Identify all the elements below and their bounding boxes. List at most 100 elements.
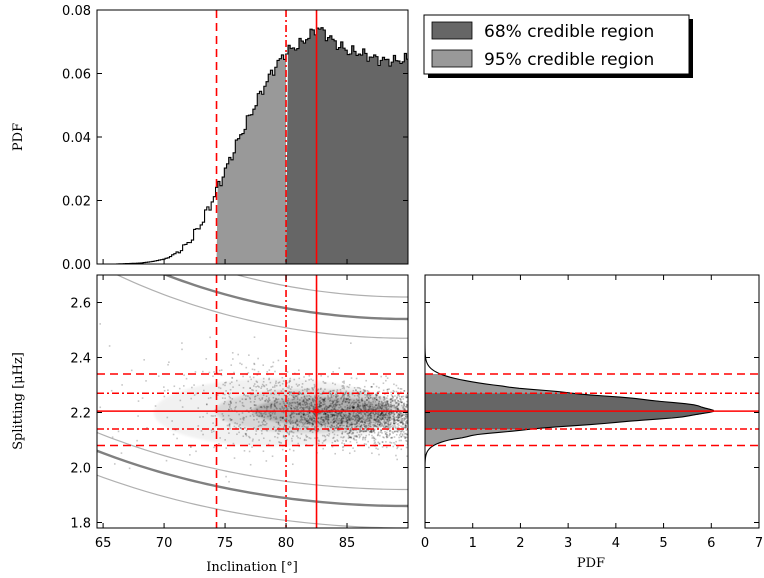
density-sample xyxy=(318,405,321,408)
density-sample xyxy=(229,382,231,385)
density-sample xyxy=(383,396,386,399)
density-sample xyxy=(398,416,400,419)
density-sample xyxy=(405,432,407,435)
density-sample xyxy=(345,418,348,420)
density-sample xyxy=(274,399,277,401)
density-sample xyxy=(382,389,385,392)
density-sample xyxy=(238,413,240,416)
density-sample xyxy=(404,405,407,408)
density-sample xyxy=(271,455,274,458)
density-sample xyxy=(262,423,264,425)
density-sample xyxy=(274,370,276,373)
density-sample xyxy=(367,427,370,429)
density-sample xyxy=(387,423,389,425)
density-sample xyxy=(393,418,395,421)
density-sample xyxy=(369,426,372,428)
density-sample xyxy=(283,407,285,409)
density-sample xyxy=(322,418,324,421)
density-sample xyxy=(328,416,330,419)
density-sample xyxy=(308,421,311,424)
density-sample xyxy=(357,417,360,420)
density-sample xyxy=(288,405,290,408)
density-sample xyxy=(398,414,401,417)
density-sample xyxy=(370,417,373,419)
density-sample xyxy=(380,400,383,403)
density-sample xyxy=(291,394,293,397)
density-sample xyxy=(272,396,275,399)
density-sample xyxy=(386,402,389,404)
constant-projection-contour xyxy=(97,449,408,508)
density-sample xyxy=(233,371,235,374)
density-sample xyxy=(154,405,157,407)
density-sample xyxy=(376,417,378,420)
density-sample xyxy=(222,415,225,417)
density-sample xyxy=(404,424,406,427)
density-sample xyxy=(373,397,376,400)
density-sample xyxy=(397,393,400,396)
density-sample xyxy=(229,400,232,403)
density-sample xyxy=(347,394,350,397)
density-sample xyxy=(392,426,394,429)
density-sample xyxy=(307,399,309,402)
density-sample xyxy=(329,411,331,414)
density-sample xyxy=(390,405,392,408)
density-sample xyxy=(399,398,402,400)
density-sample xyxy=(327,394,329,397)
density-sample xyxy=(366,425,368,428)
density-sample xyxy=(306,411,309,413)
density-sample xyxy=(396,419,398,421)
density-sample xyxy=(367,390,370,393)
density-sample xyxy=(341,442,343,444)
density-sample xyxy=(330,409,332,411)
density-sample xyxy=(369,431,372,433)
density-sample xyxy=(306,390,308,392)
density-sample xyxy=(359,429,361,432)
density-sample xyxy=(218,369,221,372)
density-sample xyxy=(276,407,278,410)
density-sample xyxy=(303,414,305,416)
density-sample xyxy=(273,386,276,388)
density-sample xyxy=(265,395,268,398)
density-sample xyxy=(378,424,381,427)
density-sample xyxy=(356,416,358,419)
density-sample xyxy=(335,393,337,395)
density-sample xyxy=(405,446,408,449)
density-sample xyxy=(402,422,404,424)
density-sample xyxy=(360,409,362,411)
density-sample xyxy=(390,393,393,396)
density-sample xyxy=(256,408,258,411)
density-sample xyxy=(334,411,337,413)
density-sample xyxy=(274,430,277,432)
density-sample xyxy=(357,409,359,411)
density-sample xyxy=(341,432,344,435)
density-sample xyxy=(364,402,366,405)
density-sample xyxy=(379,422,382,424)
density-sample xyxy=(313,419,315,422)
density-sample xyxy=(374,424,376,427)
density-sample xyxy=(335,394,338,397)
density-sample xyxy=(239,427,242,429)
density-sample xyxy=(292,396,295,399)
density-sample xyxy=(302,424,305,426)
density-sample xyxy=(310,429,312,432)
density-sample xyxy=(310,419,312,421)
density-sample xyxy=(265,422,268,425)
density-sample xyxy=(348,401,351,403)
density-sample xyxy=(378,400,380,403)
density-sample xyxy=(321,407,324,410)
density-sample xyxy=(304,421,307,424)
density-sample xyxy=(370,417,372,419)
density-sample xyxy=(342,449,344,452)
density-sample xyxy=(331,424,333,427)
density-sample xyxy=(239,427,242,430)
density-sample xyxy=(330,413,332,416)
density-sample xyxy=(263,385,266,388)
density-sample xyxy=(288,426,291,428)
density-sample xyxy=(298,399,301,401)
density-sample xyxy=(329,404,331,407)
density-sample xyxy=(384,417,386,419)
density-sample xyxy=(369,395,371,397)
density-sample xyxy=(345,440,348,443)
density-sample xyxy=(254,396,256,398)
density-sample xyxy=(349,407,351,410)
